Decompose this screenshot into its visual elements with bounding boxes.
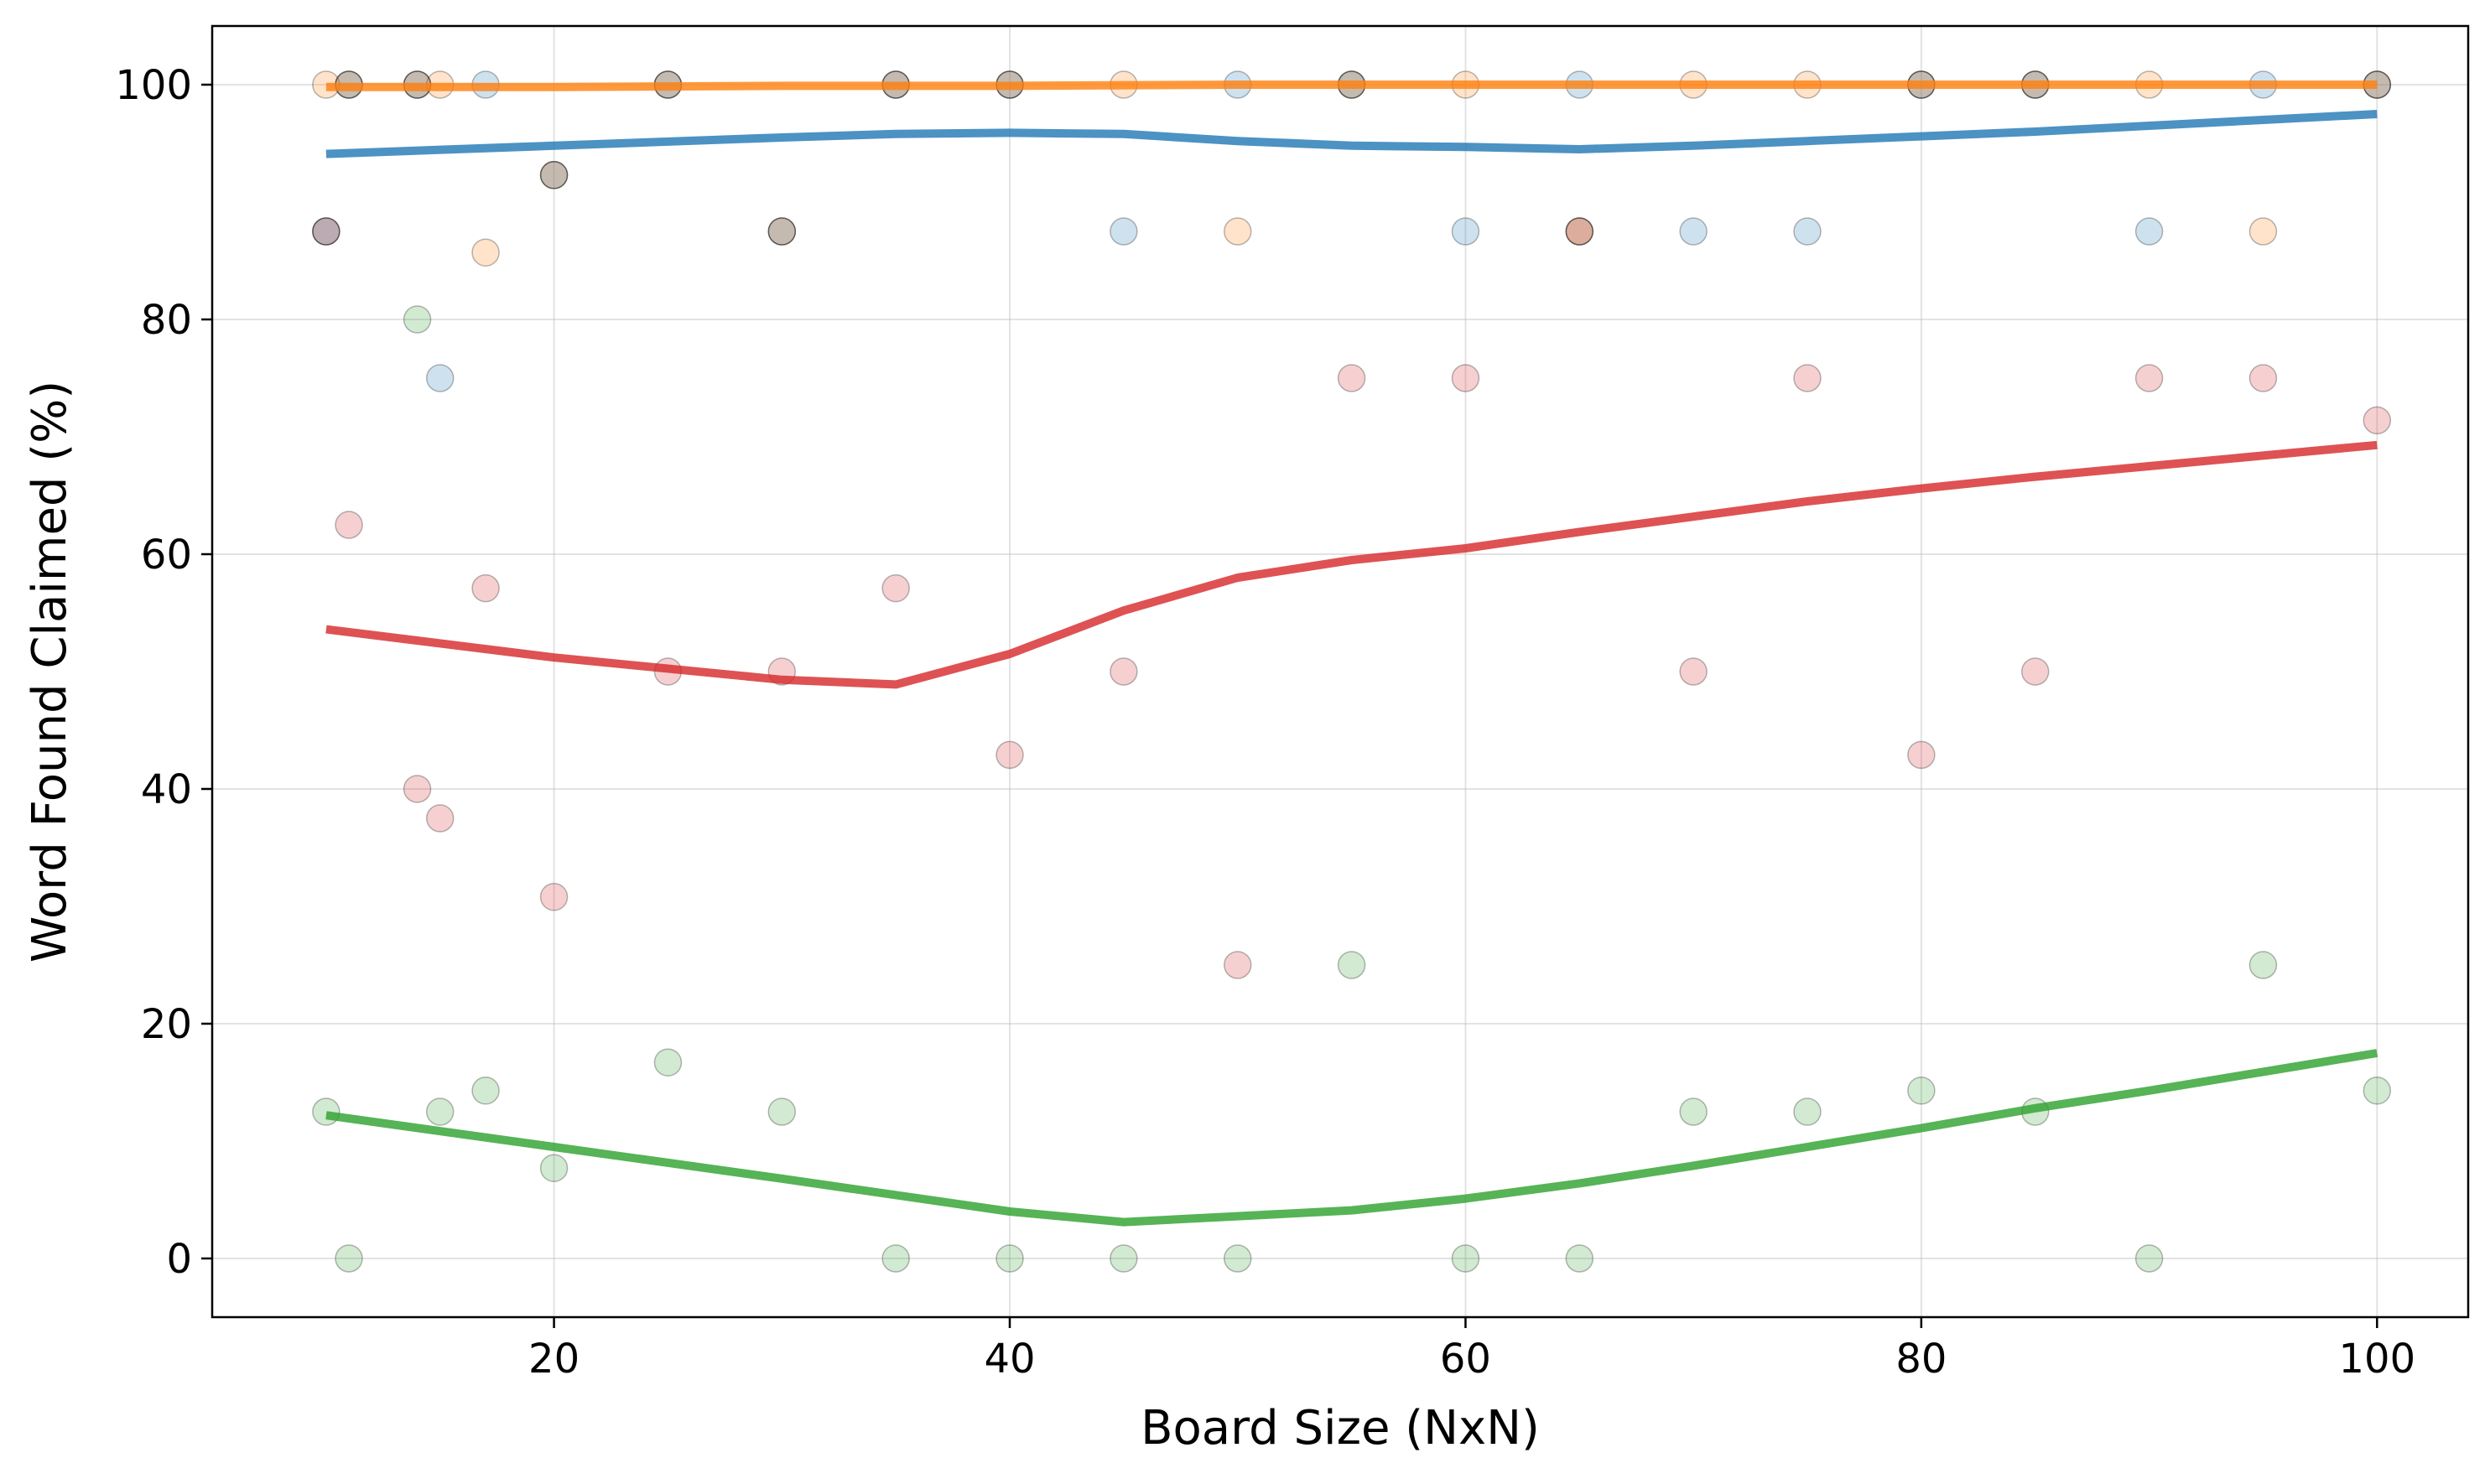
data-point-red <box>1793 364 1822 392</box>
data-point-green <box>881 1244 910 1273</box>
trend-line-orange <box>325 80 2378 91</box>
data-point-green <box>2248 951 2278 979</box>
data-point-blue <box>767 217 797 246</box>
data-point-green <box>425 1097 455 1126</box>
data-point-red <box>312 217 340 246</box>
data-point-blue <box>1679 217 1708 246</box>
data-point-blue <box>425 364 455 392</box>
y-tick-label: 0 <box>166 1236 192 1283</box>
data-point-red <box>1223 951 1252 979</box>
data-point-gray <box>767 217 797 246</box>
data-point-blue <box>539 161 569 189</box>
data-point-green <box>995 1244 1024 1273</box>
data-point-orange <box>539 161 569 189</box>
data-point-gray <box>312 217 340 246</box>
data-point-green <box>1793 1097 1822 1126</box>
data-point-orange <box>2248 217 2278 246</box>
data-point-gray <box>1565 217 1594 246</box>
x-tick-label: 80 <box>1895 1336 1947 1383</box>
data-point-green <box>335 1244 363 1273</box>
y-tick-label: 80 <box>141 297 192 344</box>
data-point-red <box>1337 364 1366 392</box>
data-point-red <box>1907 740 1936 770</box>
y-axis-label: Word Found Claimed (%) <box>23 381 77 963</box>
data-point-red <box>471 573 500 603</box>
data-point-green <box>2363 1077 2392 1105</box>
x-tick-label: 20 <box>528 1336 580 1383</box>
data-point-green <box>653 1048 683 1077</box>
x-tick-label: 60 <box>1440 1336 1491 1383</box>
data-point-green <box>1337 951 1366 979</box>
data-point-green <box>1679 1097 1708 1126</box>
data-point-green <box>1110 1244 1138 1273</box>
data-point-red <box>1110 657 1138 686</box>
data-point-red <box>539 883 569 911</box>
data-point-red <box>1679 657 1708 686</box>
data-point-red <box>2248 364 2278 392</box>
data-point-blue <box>312 217 340 246</box>
data-point-gray <box>539 161 569 189</box>
y-tick-label: 100 <box>115 62 192 109</box>
trend-lines <box>325 80 2378 1227</box>
data-point-blue <box>2134 217 2164 246</box>
x-tick-label: 100 <box>2339 1336 2416 1383</box>
data-point-red <box>1451 364 1480 392</box>
trend-line-red <box>325 440 2378 689</box>
data-point-red <box>995 740 1024 770</box>
data-point-green <box>767 1097 797 1126</box>
data-point-blue <box>1451 217 1480 246</box>
data-point-blue <box>1110 217 1138 246</box>
data-point-green <box>403 305 432 334</box>
data-point-green <box>1451 1244 1480 1273</box>
data-point-green <box>1565 1244 1594 1273</box>
axis-ticks: 20 40 60 80 100 0 20 40 60 80 100 <box>115 62 2415 1383</box>
data-point-orange <box>1565 217 1594 246</box>
x-tick-label: 40 <box>984 1336 1035 1383</box>
data-point-red <box>1565 217 1594 246</box>
data-point-red <box>2020 657 2050 686</box>
data-point-green <box>471 1077 500 1105</box>
data-point-green <box>2134 1244 2164 1273</box>
y-tick-label: 60 <box>141 532 192 579</box>
plot-frame <box>211 24 2470 1319</box>
y-tick-label: 40 <box>141 766 192 813</box>
data-point-red <box>2134 364 2164 392</box>
trend-line-blue <box>325 110 2378 158</box>
data-point-red <box>403 775 432 803</box>
data-point-orange <box>1223 217 1252 246</box>
data-point-red <box>2363 406 2392 435</box>
data-point-green <box>1223 1244 1252 1273</box>
data-point-red <box>425 804 455 833</box>
data-point-orange <box>767 217 797 246</box>
y-tick-label: 20 <box>141 1001 192 1048</box>
data-point-green <box>1907 1077 1936 1105</box>
data-point-red <box>881 573 910 603</box>
data-point-red <box>335 511 363 539</box>
x-axis-label: Board Size (NxN) <box>1141 1401 1540 1455</box>
data-point-blue <box>1793 217 1822 246</box>
data-point-green <box>539 1154 569 1182</box>
data-point-orange <box>471 238 500 267</box>
trend-line-green <box>325 1049 2378 1227</box>
data-point-green <box>312 1097 340 1126</box>
